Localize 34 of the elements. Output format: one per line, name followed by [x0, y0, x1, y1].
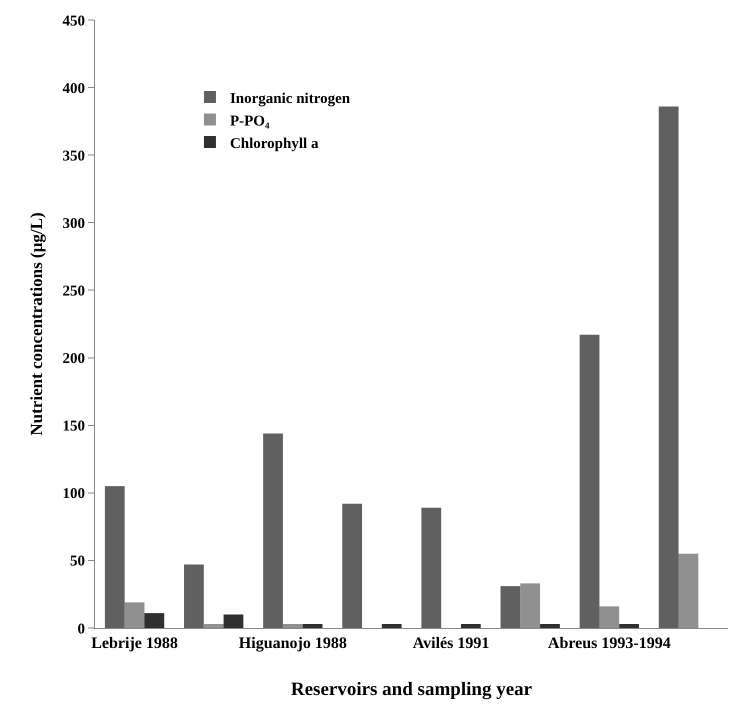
y-tick-label: 200: [62, 351, 85, 368]
bar: [460, 624, 481, 628]
y-tick-label: 400: [62, 80, 85, 97]
y-tick-label: 0: [78, 621, 85, 638]
bar: [540, 624, 560, 628]
y-tick-label: 250: [62, 283, 85, 300]
legend-label: Chlorophyll a: [230, 136, 319, 152]
x-tick-label: Abreus 1993-1994: [548, 635, 671, 652]
bar: [500, 586, 520, 628]
x-tick-label: Lebrije 1988: [91, 635, 178, 652]
bar: [104, 486, 125, 628]
y-tick-label: 50: [70, 554, 85, 570]
y-axis-title: Nutrient concentrations (µg/L): [27, 212, 46, 436]
y-tick-label: 300: [62, 216, 85, 232]
bar: [342, 504, 362, 628]
bar: [184, 564, 204, 628]
bar: [382, 624, 402, 628]
legend-label: P-PO₄: [230, 113, 270, 130]
bar: [580, 334, 600, 628]
y-tick-label: 100: [62, 486, 85, 502]
bar: [421, 508, 442, 628]
bar: [302, 624, 322, 628]
y-tick-label: 150: [62, 418, 85, 435]
x-tick-label: Higuanojo 1988: [238, 635, 347, 652]
bar: [619, 624, 639, 628]
x-tick-label: Avilés 1991: [412, 635, 490, 652]
legend-label: Inorganic nitrogen: [230, 90, 351, 107]
x-axis-title: Reservoirs and sampling year: [290, 679, 533, 700]
y-tick-label: 450: [62, 13, 85, 30]
bar: [144, 613, 164, 628]
bar: [658, 106, 679, 628]
bar: [224, 614, 244, 628]
bar: [263, 433, 283, 628]
y-tick-label: 350: [62, 148, 85, 164]
